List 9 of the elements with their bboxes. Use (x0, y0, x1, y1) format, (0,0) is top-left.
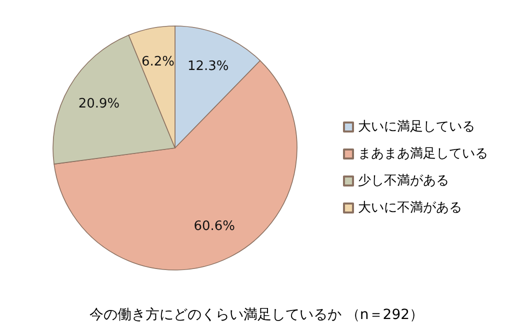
legend-label: まあまあ満足している (358, 146, 488, 162)
text: 今の働き方にどのくらい満足しているか （n＝292） (89, 307, 424, 323)
legend-label: 少し不満がある (358, 174, 449, 188)
data-label: 6.2% (141, 54, 175, 70)
data-label: 60.6% (194, 219, 236, 234)
data-label: 12.3% (187, 59, 229, 74)
data-label: 20.9% (78, 96, 120, 112)
legend-label: 大いに不満がある (358, 200, 462, 216)
legend-label: 大いに満足している (358, 120, 475, 134)
